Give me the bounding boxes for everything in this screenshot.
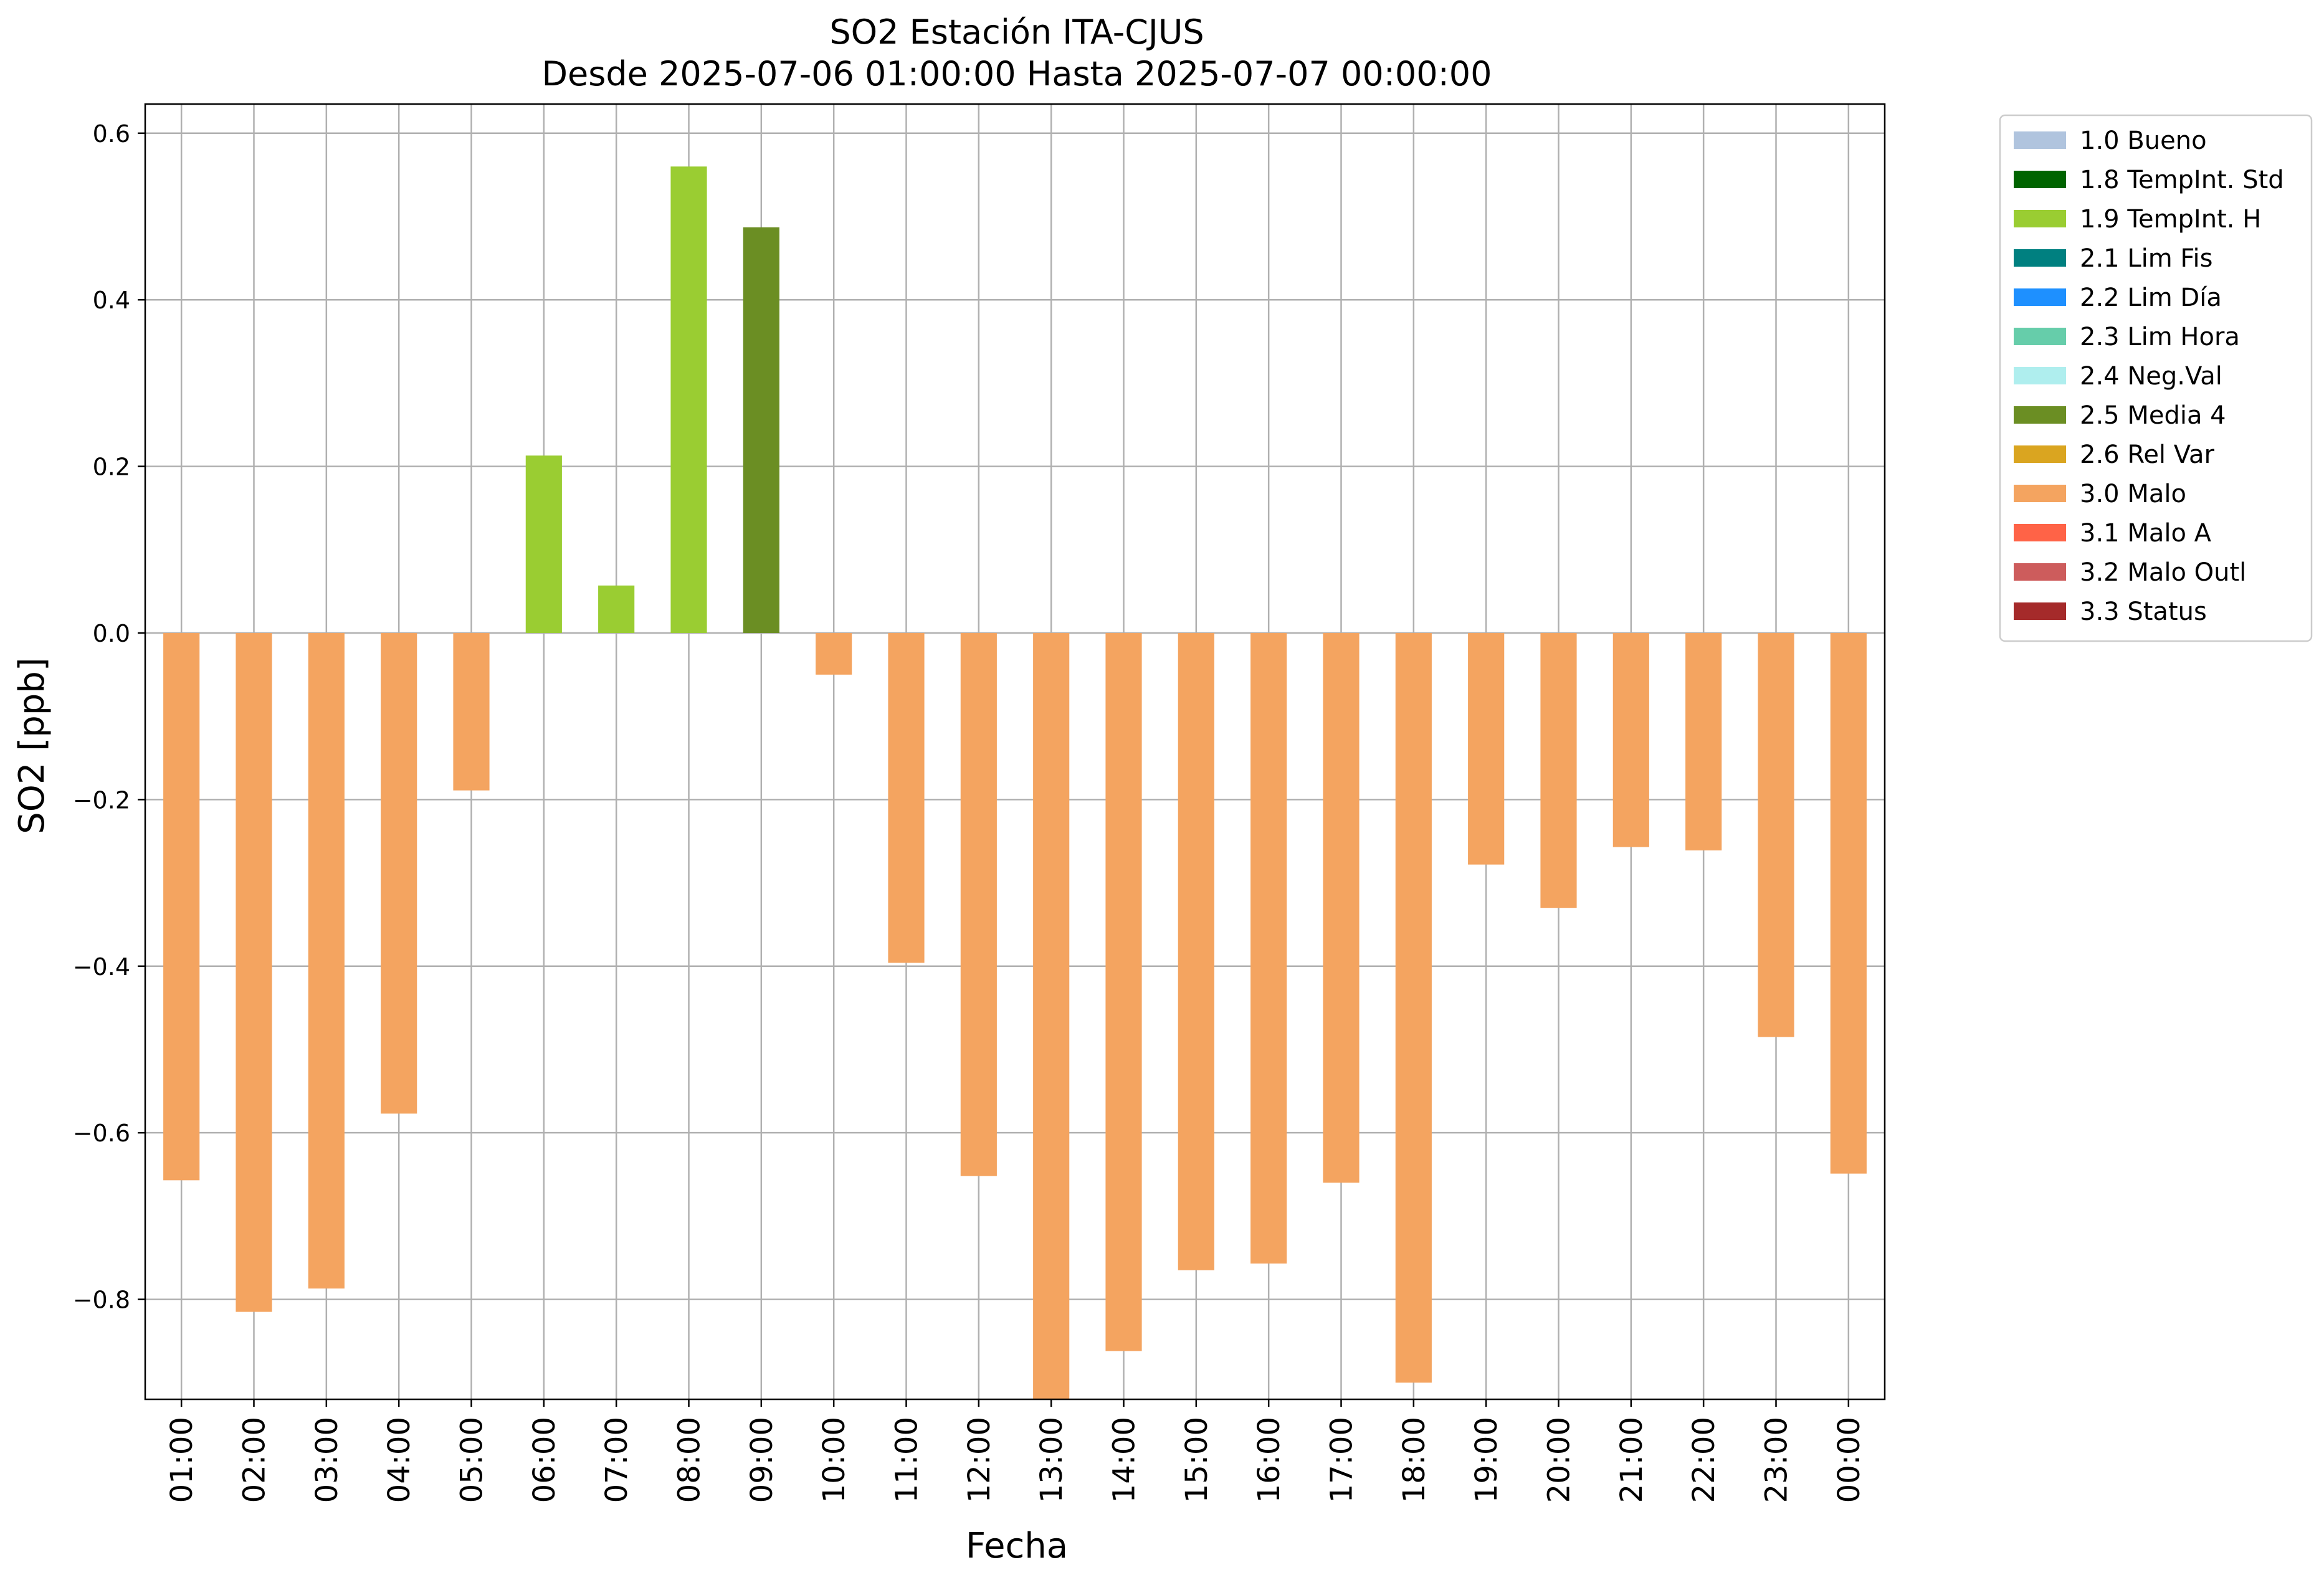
legend-swatch [2014,445,2066,463]
x-tick-label: 11:00 [890,1417,925,1503]
legend-label: 2.1 Lim Fis [2080,244,2212,273]
bar-1400 [1105,632,1142,1351]
legend-swatch [2014,524,2066,541]
bar-0800 [670,166,707,633]
legend-label: 2.4 Neg.Val [2080,362,2222,391]
legend: 1.0 Bueno 1.8 TempInt. Std 1.9 TempInt. H 2… [1999,114,2313,642]
bar-1900 [1468,632,1505,865]
legend-label: 2.2 Lim Día [2080,283,2222,312]
x-tick-label: 02:00 [237,1417,272,1503]
bar-2100 [1612,632,1649,847]
y-axis-label: SO2 [ppb] [12,657,52,834]
plot-area-frame [144,103,1886,1401]
legend-swatch [2014,367,2066,384]
x-tick-label: 16:00 [1252,1417,1287,1503]
legend-swatch [2014,288,2066,306]
bar-1500 [1178,632,1214,1270]
bar-1200 [960,632,997,1176]
y-tick-label: −0.4 [73,953,130,981]
bar-0000 [1830,632,1867,1174]
x-tick-label: 19:00 [1469,1417,1504,1503]
legend-label: 3.1 Malo A [2080,519,2212,548]
legend-swatch [2014,171,2066,188]
x-tick-label: 23:00 [1760,1417,1794,1503]
bar-1000 [816,632,852,675]
x-tick-label: 18:00 [1397,1417,1432,1503]
legend-swatch [2014,210,2066,227]
legend-box [1999,114,2313,642]
legend-label: 3.2 Malo Outl [2080,558,2246,587]
x-axis-label: Fecha [966,1526,1068,1566]
x-tick-label: 14:00 [1107,1417,1142,1503]
y-tick-label: −0.8 [73,1287,130,1314]
bar-0200 [236,632,272,1312]
axis-ticks: 0.6 0.4 0.2 0.0 −0.2 −0.4 −0.6 −0.8 01:00 02:00 03… [73,120,1867,1503]
chart-subtitle: Desde 2025-07-06 01:00:00 Hasta 2025-07-… [541,54,1492,93]
x-tick-label: 01:00 [164,1417,199,1503]
x-tick-label: 22:00 [1687,1417,1722,1503]
x-tick-label: 08:00 [672,1417,707,1503]
bar-2200 [1685,632,1722,850]
bar-1600 [1250,632,1287,1264]
chart-title: SO2 Estación ITA-CJUS [829,12,1204,52]
bar-1300 [1033,632,1070,1399]
bars [163,166,1867,1399]
y-tick-label: 0.2 [93,454,130,481]
bar-1700 [1323,632,1360,1183]
bar-2000 [1540,632,1577,908]
y-tick-label: −0.2 [73,786,130,814]
bar-2300 [1758,632,1794,1037]
bar-1800 [1395,632,1432,1383]
bar-0700 [598,585,635,633]
legend-swatch [2014,406,2066,424]
x-tick-label: 10:00 [817,1417,852,1503]
bar-0900 [743,227,779,633]
y-tick-label: 0.4 [93,287,130,314]
x-tick-label: 17:00 [1325,1417,1360,1503]
legend-swatch [2014,249,2066,267]
y-tick-label: 0.6 [93,120,130,148]
bar-0400 [381,632,417,1114]
x-tick-label: 07:00 [599,1417,634,1503]
legend-swatch [2014,328,2066,345]
x-tick-label: 04:00 [382,1417,417,1503]
legend-swatch [2014,563,2066,581]
bar-0100 [163,632,200,1181]
x-tick-label: 12:00 [962,1417,997,1503]
bar-1100 [888,632,925,963]
legend-label: 2.6 Rel Var [2080,440,2215,469]
bar-0300 [308,632,345,1289]
legend-label: 1.8 TempInt. Std [2080,166,2284,194]
x-tick-label: 03:00 [310,1417,345,1503]
y-tick-label: 0.0 [93,620,130,647]
x-tick-label: 06:00 [527,1417,562,1503]
legend-label: 2.5 Media 4 [2080,401,2226,430]
legend-label: 3.0 Malo [2080,480,2186,508]
x-tick-label: 09:00 [745,1417,779,1503]
x-tick-label: 13:00 [1034,1417,1069,1503]
x-tick-label: 20:00 [1542,1417,1577,1503]
legend-swatch [2014,131,2066,149]
x-tick-label: 05:00 [455,1417,490,1503]
legend-label: 1.9 TempInt. H [2080,205,2261,234]
bar-0500 [453,632,490,791]
legend-label: 3.3 Status [2080,597,2207,626]
x-tick-label: 00:00 [1832,1417,1867,1503]
legend-label: 1.0 Bueno [2080,126,2207,155]
y-tick-label: −0.6 [73,1120,130,1147]
legend-label: 2.3 Lim Hora [2080,323,2240,351]
x-tick-label: 15:00 [1179,1417,1214,1503]
bar-0600 [525,455,562,633]
x-tick-label: 21:00 [1614,1417,1649,1503]
legend-swatch [2014,602,2066,620]
legend-swatch [2014,485,2066,502]
